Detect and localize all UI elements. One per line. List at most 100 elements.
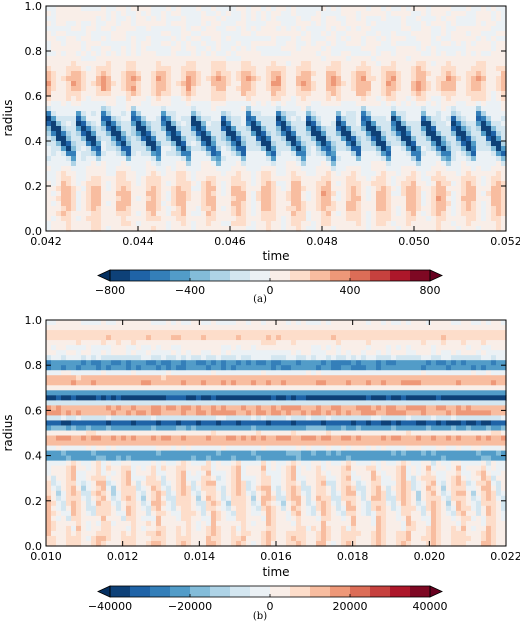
panel-a-cell — [491, 151, 497, 157]
panel-a-cell — [156, 216, 162, 222]
panel-a-cell — [166, 226, 172, 232]
panel-a-cell — [246, 106, 252, 112]
panel-a-cell — [486, 41, 492, 47]
panel-a-cell — [451, 161, 457, 167]
panel-a-cell — [131, 46, 137, 52]
panel-a-cell — [216, 96, 222, 102]
panel-a-cell — [371, 81, 377, 87]
panel-a-cell — [186, 216, 192, 222]
panel-b-cell — [91, 395, 97, 401]
panel-b-cell — [106, 370, 112, 376]
panel-a-cell — [96, 226, 102, 232]
panel-b-cell — [81, 385, 87, 391]
panel-a-cell — [246, 71, 252, 77]
panel-a-cell — [81, 21, 87, 27]
panel-b-cell — [91, 530, 97, 537]
panel-a-cell — [366, 206, 372, 212]
panel-a-cell — [336, 196, 342, 202]
panel-a-cell — [431, 66, 437, 72]
panel-a-cell — [361, 171, 367, 177]
panel-a-cell — [501, 106, 507, 112]
panel-a-cell — [256, 141, 262, 147]
panel-a-cell — [101, 51, 107, 57]
panel-a-cell — [171, 21, 177, 27]
panel-a-cell — [221, 131, 227, 137]
panel-a-cell — [136, 111, 142, 117]
panel-b-cell — [76, 330, 82, 336]
panel-a-cell — [76, 71, 82, 77]
panel-b-cell — [116, 400, 122, 406]
panel-a-cell — [256, 181, 262, 187]
panel-a-cell — [191, 31, 197, 37]
panel-a-cell — [111, 181, 117, 187]
panel-a-cell — [451, 36, 457, 42]
panel-a-cell — [346, 226, 352, 232]
panel-a-cell — [486, 171, 492, 177]
panel-a-cell — [421, 166, 427, 172]
panel-a-cell — [241, 26, 247, 32]
panel-a-cell — [421, 111, 427, 117]
panel-a-cell — [196, 141, 202, 147]
panel-b-cell — [76, 335, 82, 341]
panel-a-cell — [291, 86, 297, 92]
panel-a-cell — [486, 216, 492, 222]
panel-a-cell — [451, 146, 457, 152]
panel-a-cell — [456, 191, 462, 197]
panel-a-cell — [46, 71, 52, 77]
panel-a-cell — [431, 126, 437, 132]
panel-a-cell — [296, 206, 302, 212]
panel-b-cell — [86, 510, 92, 517]
panel-a-cell — [111, 216, 117, 222]
panel-a-cell — [181, 151, 187, 157]
panel-a-x-tick-label: 0.048 — [306, 235, 338, 248]
panel-a-cell — [141, 6, 147, 12]
panel-a-cell — [61, 101, 67, 107]
panel-a-cell — [441, 146, 447, 152]
panel-a-cell — [231, 161, 237, 167]
panel-a-cell — [271, 216, 277, 222]
panel-a-cell — [151, 211, 157, 217]
panel-a-cell — [361, 116, 367, 122]
panel-a-cell — [206, 101, 212, 107]
panel-a-cell — [221, 56, 227, 62]
panel-a-cell — [226, 86, 232, 92]
panel-a-cell — [501, 61, 507, 67]
panel-a-cell — [76, 201, 82, 207]
panel-a-cell — [101, 86, 107, 92]
panel-a-cell — [211, 111, 217, 117]
panel-b-cell — [91, 405, 97, 411]
panel-a-cell — [61, 6, 67, 12]
panel-a-cell — [456, 101, 462, 107]
panel-a-cell — [96, 96, 102, 102]
panel-a-cell — [221, 166, 227, 172]
panel-a-cell — [416, 61, 422, 67]
panel-a-cell — [291, 61, 297, 67]
panel-a-cell — [186, 46, 192, 52]
panel-b-cell — [66, 335, 72, 341]
panel-a-cell — [331, 141, 337, 147]
panel-b-cell — [66, 425, 72, 432]
panel-a-cell — [321, 146, 327, 152]
panel-a-cell — [201, 46, 207, 52]
panel-a-cell — [96, 91, 102, 97]
panel-a-cell — [326, 61, 332, 67]
panel-a-cell — [336, 166, 342, 172]
panel-b-cell — [51, 330, 57, 336]
panel-a-cell — [116, 6, 122, 12]
panel-a-cell — [241, 191, 247, 197]
panel-b-cell — [56, 380, 62, 386]
panel-a-cell — [61, 121, 67, 127]
panel-a-cell — [226, 166, 232, 172]
panel-a-colorbar-tick-label: 800 — [420, 284, 441, 297]
panel-a-cell — [416, 121, 422, 127]
panel-a-cell — [61, 51, 67, 57]
panel-a-cell — [66, 176, 72, 182]
panel-a-cell — [66, 81, 72, 87]
panel-b-cell — [61, 355, 67, 361]
panel-a-cell — [421, 201, 427, 207]
panel-a-cell — [476, 61, 482, 67]
panel-a-cell — [386, 51, 392, 57]
panel-a-cell — [166, 16, 172, 22]
panel-a-cell — [46, 6, 52, 12]
panel-a-cell — [211, 26, 217, 32]
